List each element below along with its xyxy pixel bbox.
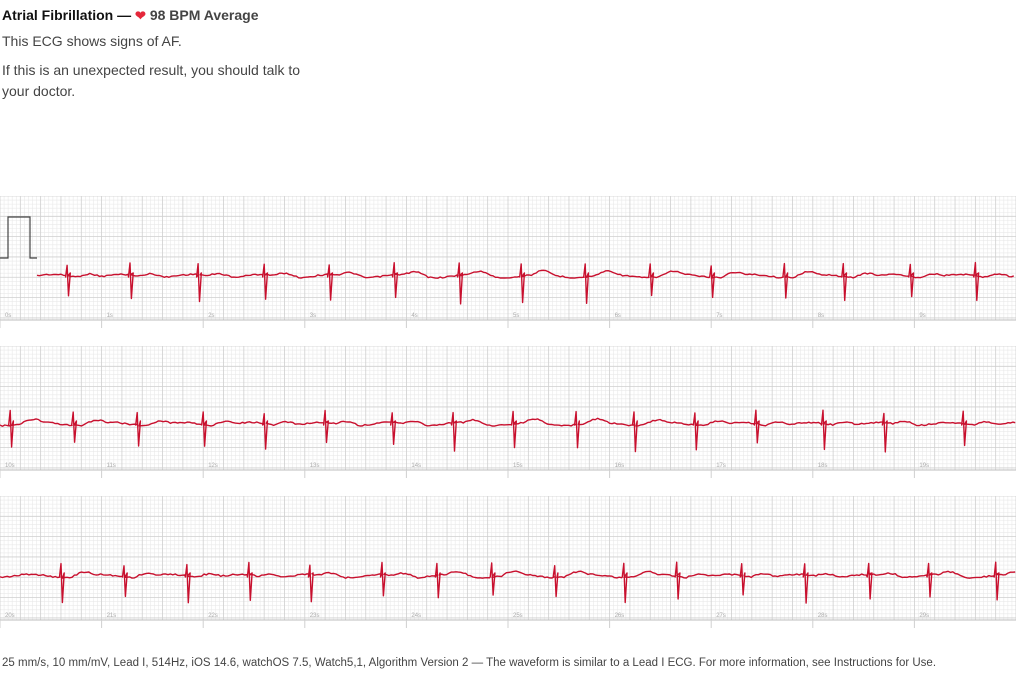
ecg-strip-3: 20s 21s 22s 23s 24s 25s 26s 27s 28s 29s — [0, 496, 1016, 630]
ecg-footnote: 25 mm/s, 10 mm/mV, Lead I, 514Hz, iOS 14… — [2, 657, 937, 669]
time-label: 6s — [615, 313, 621, 319]
time-label: 27s — [716, 613, 726, 619]
time-label: 20s — [5, 613, 15, 619]
time-label: 22s — [208, 613, 218, 619]
time-label: 21s — [107, 613, 117, 619]
time-label: 23s — [310, 613, 320, 619]
time-label: 0s — [5, 313, 11, 319]
time-label: 25s — [513, 613, 523, 619]
result-advice: If this is an unexpected result, you sho… — [2, 62, 301, 99]
time-label: 19s — [919, 463, 929, 469]
ecg-strip-3-svg: 20s 21s 22s 23s 24s 25s 26s 27s 28s 29s — [0, 496, 1016, 628]
time-label: 5s — [513, 313, 519, 319]
average-bpm: 98 BPM Average — [149, 7, 259, 23]
ecg-strip-2: 10s 11s 12s 13s 14s 15s 16s 17s 18s 19s — [0, 346, 1016, 480]
time-label: 11s — [107, 463, 116, 469]
result-title: Atrial Fibrillation — ❤ 98 BPM Average — [2, 5, 322, 26]
time-label: 7s — [716, 313, 722, 319]
ecg-strip-2-svg: 10s 11s 12s 13s 14s 15s 16s 17s 18s 19s — [0, 346, 1016, 478]
time-label: 29s — [919, 613, 929, 619]
time-label: 26s — [615, 613, 625, 619]
time-label: 10s — [5, 463, 15, 469]
time-label: 24s — [411, 613, 421, 619]
ecg-trace — [0, 561, 1016, 604]
result-summary: This ECG shows signs of AF. — [2, 33, 182, 49]
ecg-header: Atrial Fibrillation — ❤ 98 BPM Average T… — [2, 5, 322, 102]
major-grid — [0, 346, 1016, 470]
time-label: 9s — [919, 313, 925, 319]
time-label: 15s — [513, 463, 523, 469]
time-label: 18s — [818, 463, 828, 469]
time-label: 8s — [818, 313, 824, 319]
ecg-trace — [36, 261, 1015, 305]
major-grid — [0, 496, 1016, 620]
time-label: 28s — [818, 613, 828, 619]
calibration-pulse — [0, 216, 37, 259]
heart-icon: ❤ — [135, 8, 146, 23]
time-label: 13s — [310, 463, 320, 469]
classification-label: Atrial Fibrillation — — [2, 7, 136, 23]
time-label: 16s — [615, 463, 625, 469]
time-label: 12s — [208, 463, 218, 469]
time-label: 3s — [310, 313, 316, 319]
time-label: 14s — [411, 463, 421, 469]
time-label: 17s — [716, 463, 726, 469]
time-label: 4s — [411, 313, 417, 319]
time-label: 2s — [208, 313, 214, 319]
time-label: 1s — [107, 313, 113, 319]
ecg-strip-1-svg: 0s 1s 2s 3s 4s 5s 6s 7s 8s 9s — [0, 196, 1016, 328]
ecg-trace — [0, 409, 1016, 453]
ecg-strip-1: 0s 1s 2s 3s 4s 5s 6s 7s 8s 9s — [0, 196, 1016, 330]
